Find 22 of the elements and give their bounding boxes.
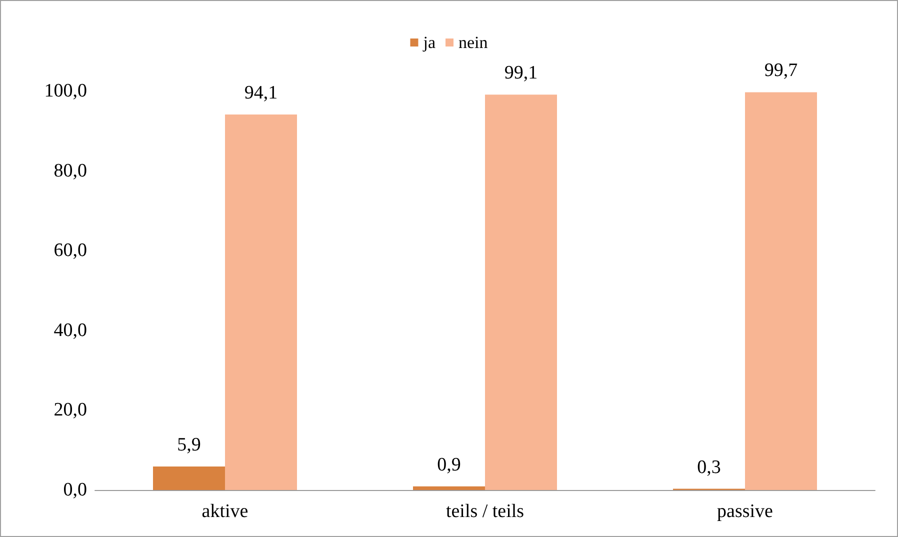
data-label: 5,9 xyxy=(177,434,201,456)
y-tick-label: 80,0 xyxy=(54,160,87,182)
legend-label: ja xyxy=(422,33,436,52)
bar xyxy=(153,466,225,490)
bar xyxy=(745,92,817,490)
y-tick-label: 40,0 xyxy=(54,320,87,341)
x-tick-label: aktive xyxy=(202,501,248,522)
y-tick-label: 100,0 xyxy=(44,80,87,102)
bar xyxy=(485,94,557,490)
data-label: 99,7 xyxy=(764,60,798,82)
y-tick-label: 20,0 xyxy=(54,400,87,421)
x-tick-label: teils / teils xyxy=(446,501,524,522)
y-tick-label: 0,0 xyxy=(63,480,87,500)
x-tick-label: passive xyxy=(717,501,773,522)
data-label: 0,3 xyxy=(697,456,721,478)
bar xyxy=(413,486,485,490)
data-label: 94,1 xyxy=(244,82,278,104)
data-label: 0,9 xyxy=(437,454,461,476)
bar xyxy=(225,114,297,490)
legend-label: nein xyxy=(458,33,488,52)
data-label: 99,1 xyxy=(504,62,538,84)
y-tick-label: 60,0 xyxy=(54,240,87,262)
